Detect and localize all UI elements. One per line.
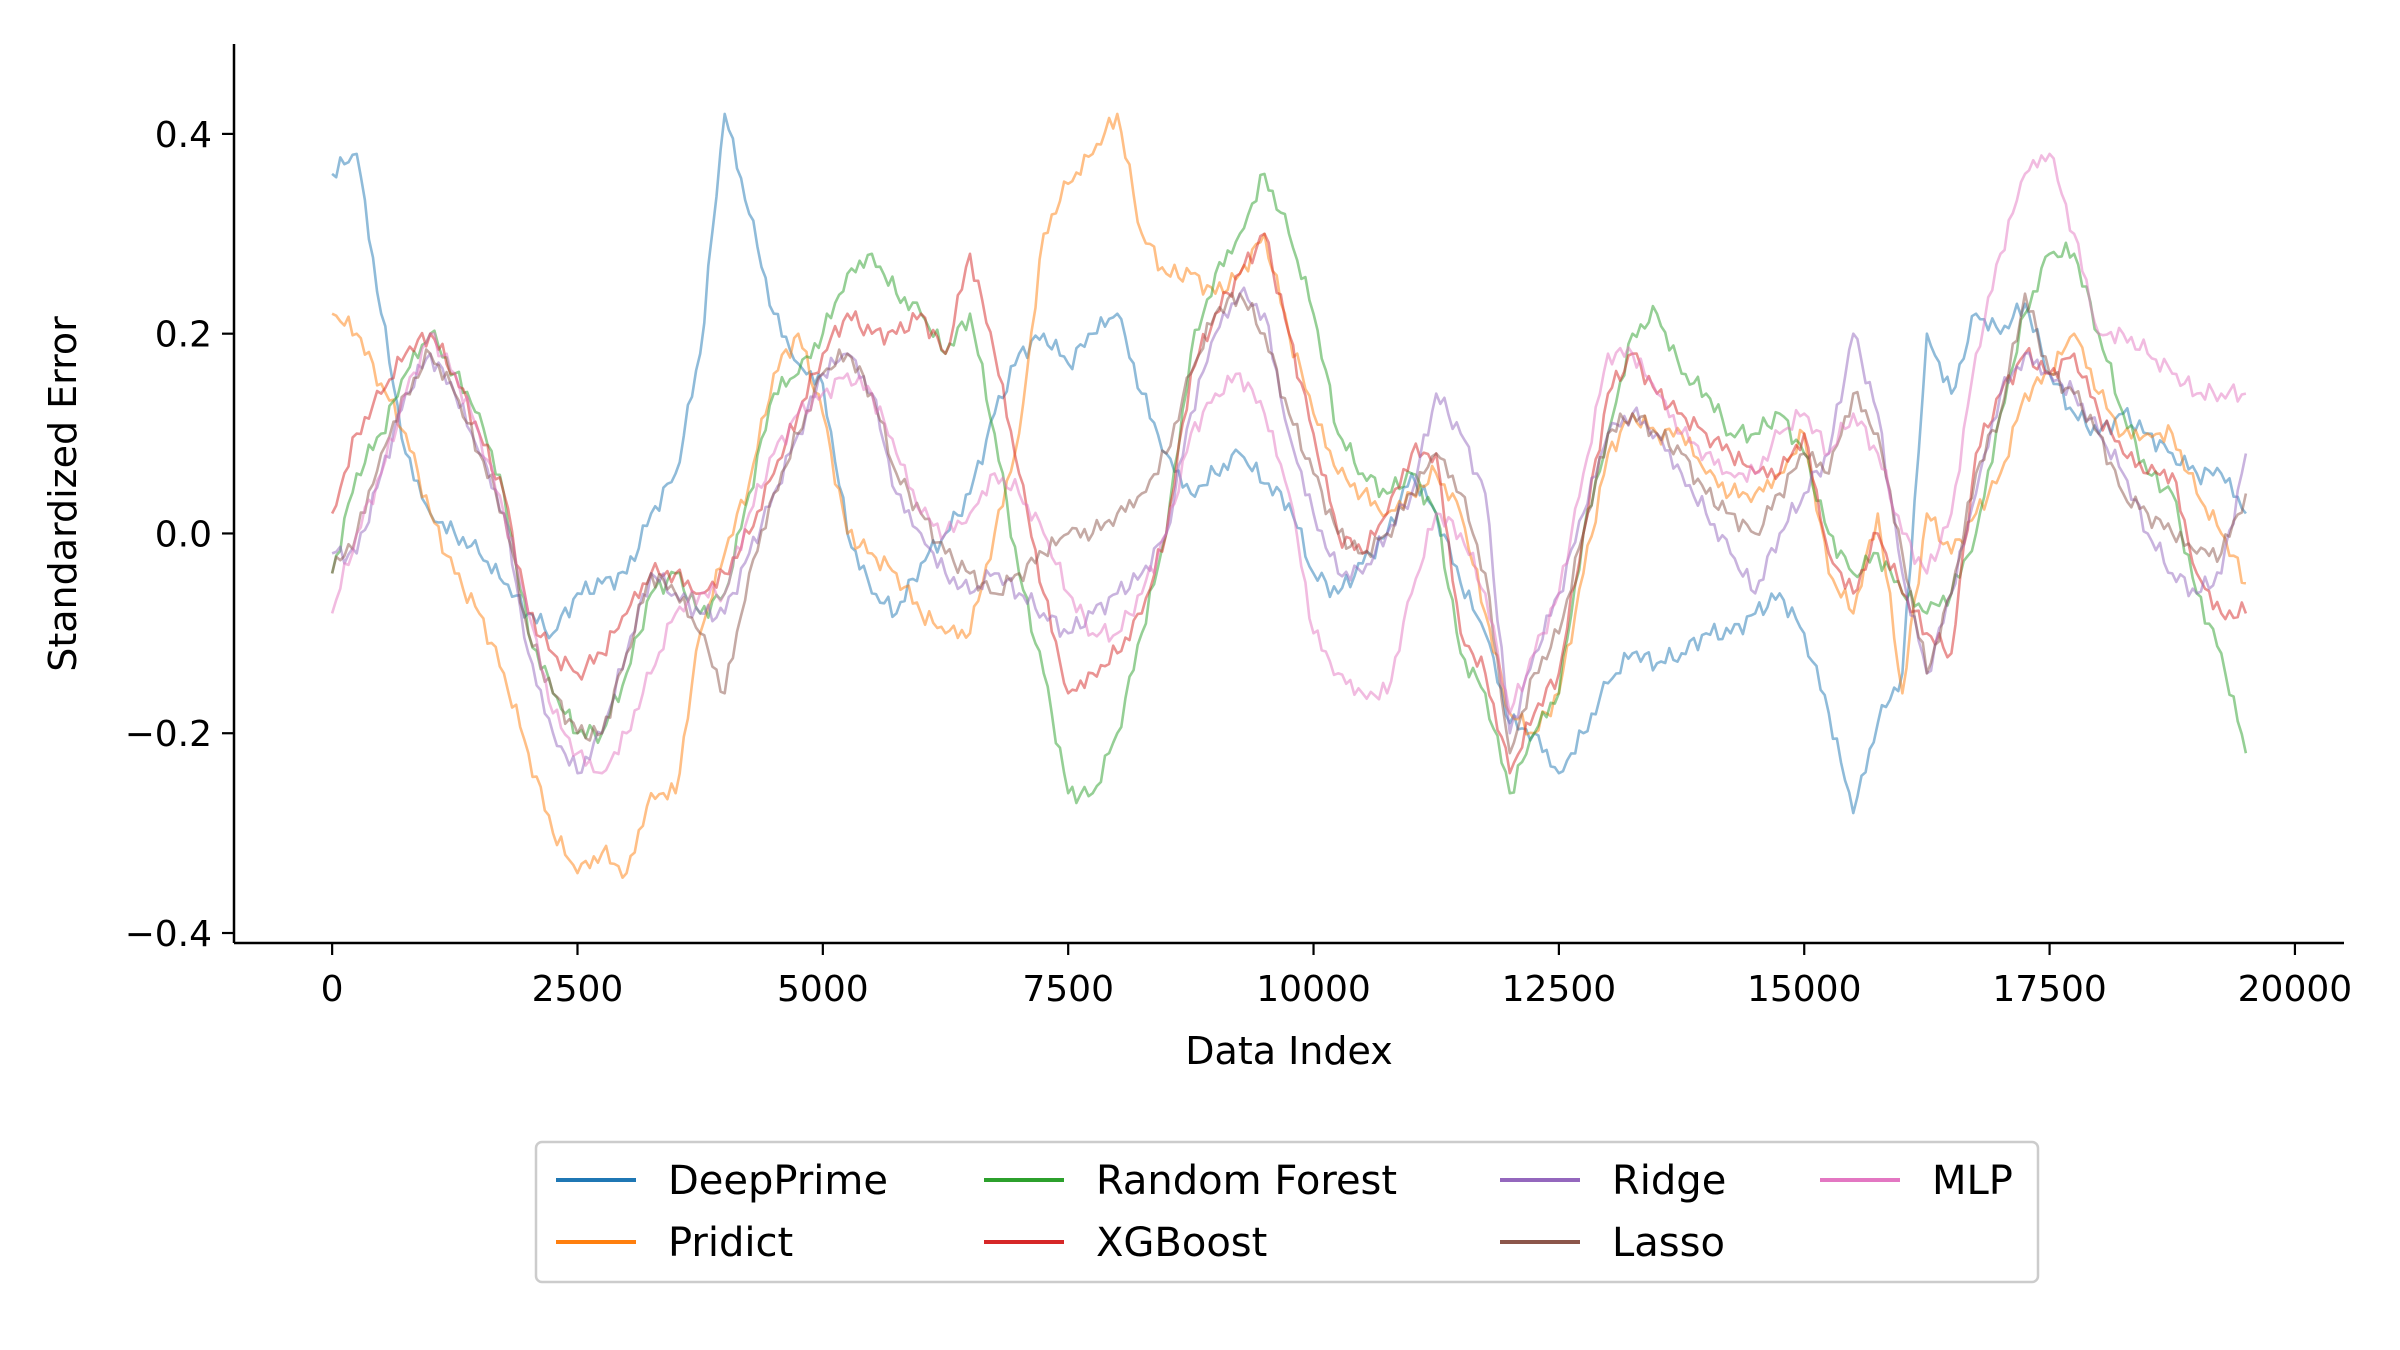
series-line-lasso xyxy=(330,291,2248,755)
y-tick-label: 0.4 xyxy=(155,115,212,156)
x-tick-label: 10000 xyxy=(1256,969,1371,1010)
y-tick-label: 0.2 xyxy=(155,315,212,356)
legend-item-ridge: Ridge xyxy=(1500,1158,1726,1204)
x-tick-label: 5000 xyxy=(777,969,869,1010)
y-axis-label: Standardized Error xyxy=(41,316,85,672)
x-tick-label: 0 xyxy=(321,969,344,1010)
legend-label: MLP xyxy=(1932,1158,2013,1204)
legend-item-pridict: Pridict xyxy=(556,1220,793,1266)
x-tick-label: 12500 xyxy=(1502,969,1617,1010)
x-tick-label: 7500 xyxy=(1022,969,1114,1010)
y-tick-label: 0.0 xyxy=(155,514,212,555)
x-tick-label: 15000 xyxy=(1747,969,1862,1010)
legend-item-mlp: MLP xyxy=(1820,1158,2013,1204)
legend-item-xgboost: XGBoost xyxy=(984,1220,1267,1266)
x-tick-label: 2500 xyxy=(532,969,624,1010)
y-ticks: −0.4 −0.2 0.0 0.2 0.4 xyxy=(125,115,234,955)
y-tick-label: −0.4 xyxy=(125,914,212,955)
legend-label: Pridict xyxy=(668,1220,793,1266)
legend-label: Ridge xyxy=(1612,1158,1726,1204)
x-axis-label: Data Index xyxy=(1185,1029,1392,1073)
legend: DeepPrime Pridict Random Forest XGBoost Ridg… xyxy=(534,1140,2040,1284)
x-tick-label: 17500 xyxy=(1992,969,2107,1010)
legend-label: XGBoost xyxy=(1096,1220,1267,1266)
series-line-random-forest xyxy=(330,172,2248,805)
y-tick-label: −0.2 xyxy=(125,714,212,755)
series-line-deepprime xyxy=(331,112,2247,815)
legend-item-deepprime: DeepPrime xyxy=(556,1158,888,1204)
series-lines xyxy=(330,112,2248,879)
legend-label: Lasso xyxy=(1612,1220,1725,1266)
legend-label: DeepPrime xyxy=(668,1158,888,1204)
axes xyxy=(232,44,2344,945)
legend-item-random-forest: Random Forest xyxy=(984,1158,1397,1204)
x-ticks: 0 2500 5000 7500 10000 12500 15000 17500 20000 xyxy=(321,943,2353,1010)
x-tick-label: 20000 xyxy=(2238,969,2353,1010)
legend-frame xyxy=(534,1140,2040,1284)
legend-label: Random Forest xyxy=(1096,1158,1397,1204)
series-line-mlp xyxy=(330,152,2247,775)
legend-item-lasso: Lasso xyxy=(1500,1220,1725,1266)
